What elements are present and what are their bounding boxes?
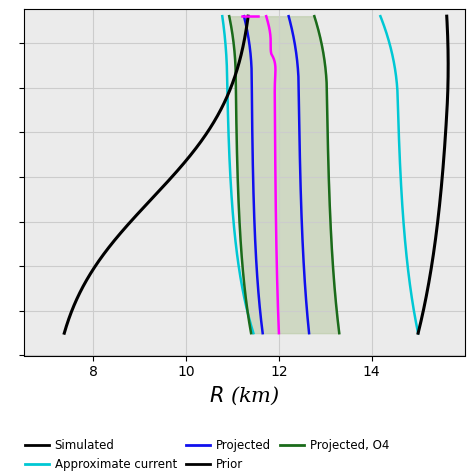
- Legend: Simulated, Approximate current, Projected, Prior, Projected, O4: Simulated, Approximate current, Projecte…: [25, 439, 389, 471]
- X-axis label: $R$ (km): $R$ (km): [209, 385, 280, 407]
